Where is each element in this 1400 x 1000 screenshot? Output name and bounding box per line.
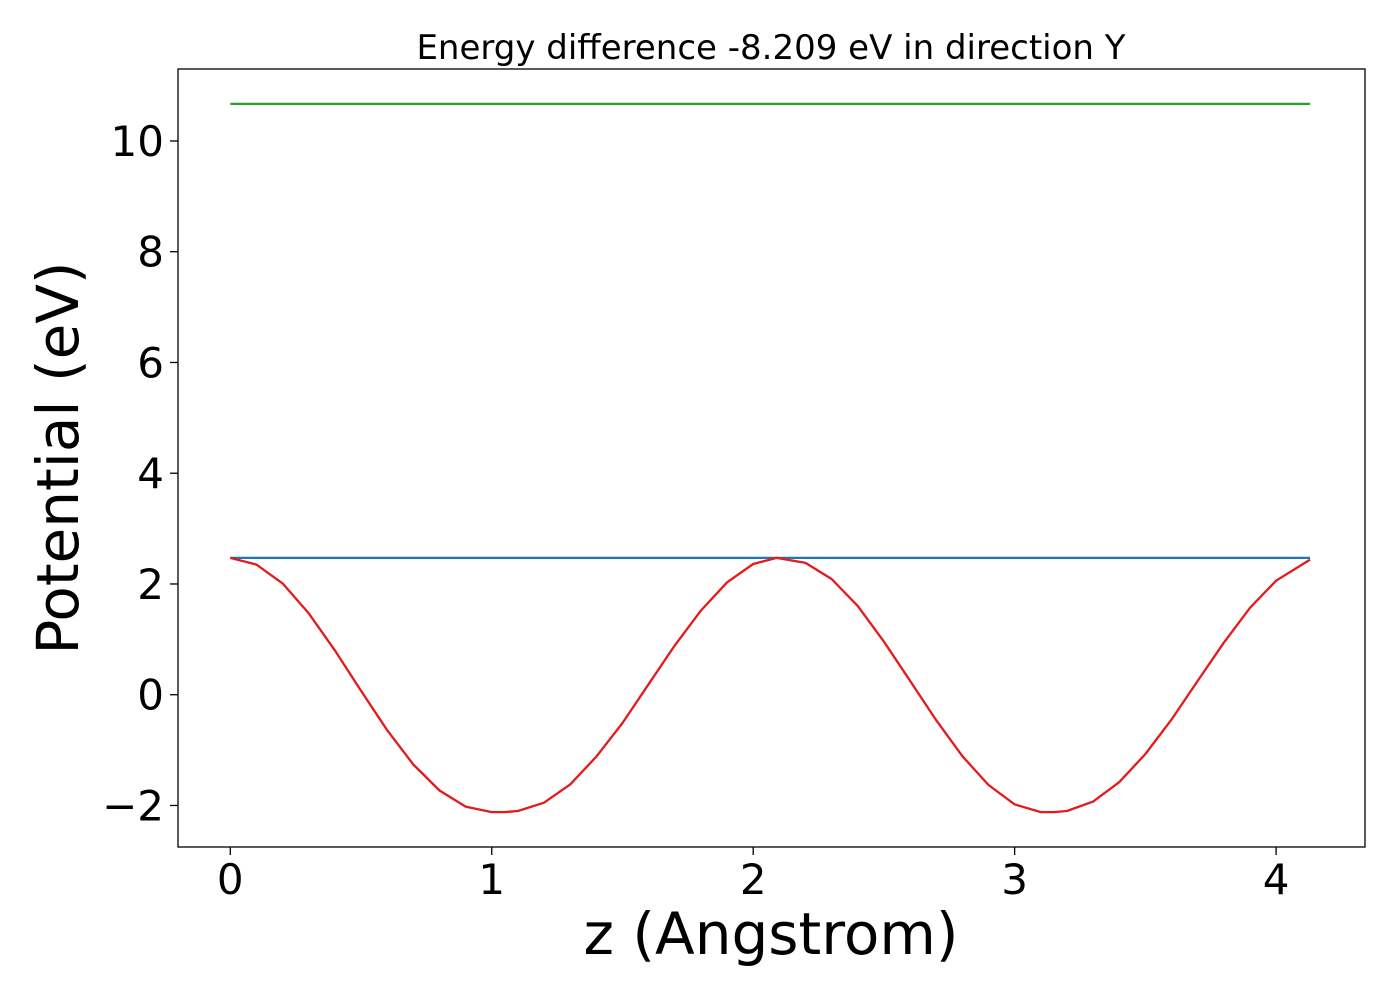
x-tick-label: 0 [217, 855, 244, 904]
plot-area [230, 102, 1311, 814]
y-axis-label: Potential (eV) [24, 261, 92, 654]
y-tick-label: −2 [102, 781, 164, 830]
y-tick-label: 4 [137, 449, 164, 498]
y-tick-label: 10 [111, 117, 164, 166]
axis-ticks: 0 1 2 3 4 −2 0 2 4 6 8 10 [102, 117, 1289, 904]
plot-frame [177, 68, 1366, 848]
x-tick-label: 4 [1263, 855, 1290, 904]
y-tick-label: 2 [137, 560, 164, 609]
x-axis-label: z (Angstrom) [584, 900, 959, 968]
x-tick-label: 2 [740, 855, 767, 904]
y-tick-label: 8 [137, 228, 164, 277]
chart-title: Energy difference -8.209 eV in direction… [416, 28, 1125, 68]
x-tick-label: 1 [478, 855, 505, 904]
x-tick-label: 3 [1001, 855, 1028, 904]
series-line-2 [230, 556, 1311, 814]
y-tick-label: 6 [137, 338, 164, 387]
y-tick-label: 0 [137, 671, 164, 720]
